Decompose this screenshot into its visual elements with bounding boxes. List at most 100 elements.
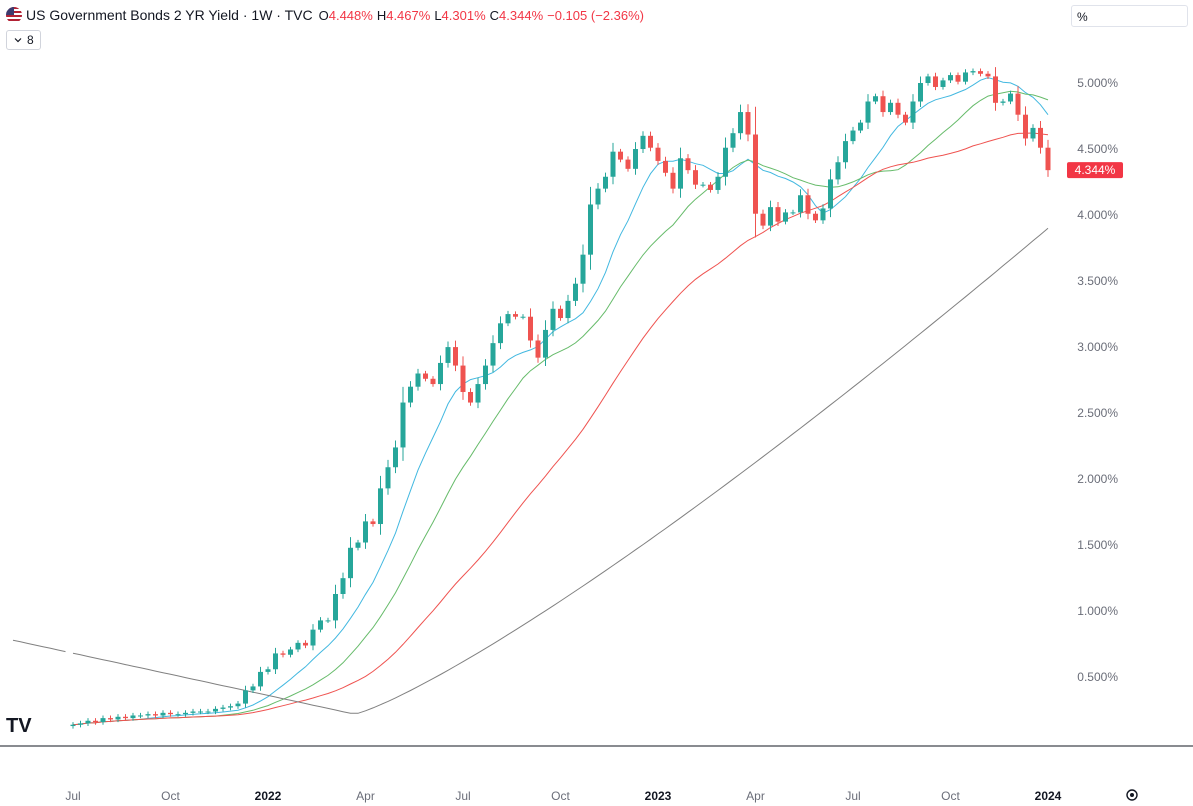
candle-body: [858, 122, 863, 131]
y-tick-label: 4.500%: [1077, 142, 1118, 156]
candle-body: [700, 184, 706, 186]
candle-body: [220, 707, 226, 709]
candle-body: [715, 176, 721, 190]
candle-body: [543, 329, 548, 358]
candle-body: [783, 212, 788, 222]
open-label: O: [318, 7, 329, 23]
last-price-tag: 4.344%: [1067, 162, 1123, 179]
candle-body: [670, 172, 676, 189]
x-axis: Jul Oct 2022 Apr Jul Oct 2023 Apr Jul Oct 2024: [65, 789, 1061, 803]
candle-body: [265, 669, 271, 672]
y-axis: 0.500% 1.000% 1.500% 2.000% 2.500% 3.000% 3.50…: [1077, 76, 1118, 684]
symbol-title[interactable]: US Government Bonds 2 YR Yield · 1W · TV…: [26, 7, 313, 23]
candle-body: [310, 629, 316, 646]
candle-body: [993, 76, 998, 103]
us-flag-icon: [6, 7, 22, 23]
candle-body: [573, 283, 578, 301]
open-number: 4.448%: [328, 7, 373, 23]
chart-legend: US Government Bonds 2 YR Yield · 1W · TV…: [6, 5, 644, 25]
candle-body: [813, 213, 818, 221]
candle-body: [288, 649, 293, 655]
candle-body: [738, 112, 743, 134]
candle-body: [610, 151, 616, 177]
tradingview-logo[interactable]: TV: [6, 715, 32, 737]
candle-body: [558, 308, 563, 319]
x-tick-label: Jul: [65, 789, 80, 803]
candle-body: [978, 71, 983, 74]
candle-body: [535, 340, 541, 358]
last-price-text: 4.344%: [1075, 163, 1116, 177]
candle-body: [438, 362, 443, 385]
candle-body: [775, 207, 781, 222]
low-value: L4.301%: [434, 8, 485, 23]
candle-body: [355, 542, 361, 548]
y-tick-label: 5.000%: [1077, 76, 1118, 90]
candle-body: [70, 724, 76, 727]
candle-body: [415, 373, 421, 387]
settings-gear-icon[interactable]: [1126, 789, 1138, 801]
candle-body: [505, 314, 511, 324]
candle-body: [198, 711, 203, 713]
candle-body: [640, 135, 646, 150]
candle-body: [93, 720, 98, 723]
ma-50-line: [72, 132, 1049, 726]
candle-body: [940, 80, 946, 87]
candle-body: [850, 130, 856, 142]
x-tick-label: Jul: [455, 789, 470, 803]
close-value: C4.344%: [490, 8, 543, 23]
x-tick-label: Oct: [941, 789, 960, 803]
candle-body: [708, 184, 713, 190]
scale-mode-field[interactable]: %: [1071, 5, 1188, 27]
high-value: H4.467%: [377, 8, 430, 23]
candle-body: [468, 391, 473, 403]
candle-body: [85, 720, 91, 724]
candle-body: [123, 716, 128, 719]
candle-body: [798, 195, 803, 213]
low-label: L: [434, 7, 442, 23]
candle-body: [903, 114, 908, 123]
x-tick-label: Apr: [356, 789, 375, 803]
indicators-count: 8: [27, 33, 34, 47]
candle-body: [190, 711, 196, 713]
x-tick-label: Apr: [746, 789, 765, 803]
candle-body: [78, 723, 83, 725]
candle-body: [768, 207, 773, 226]
candle-body: [933, 76, 938, 87]
candle-body: [633, 149, 638, 169]
ma-10-line: [72, 77, 1049, 726]
candle-body: [393, 447, 398, 468]
y-tick-label: 3.500%: [1077, 274, 1118, 288]
candle-body: [370, 521, 376, 525]
candle-body: [625, 159, 631, 169]
candle-body: [580, 254, 586, 284]
candle-body: [295, 642, 301, 650]
indicators-toggle-button[interactable]: 8: [6, 30, 41, 50]
candle-body: [760, 213, 766, 226]
candle-body: [730, 133, 736, 148]
y-tick-label: 2.000%: [1077, 472, 1118, 486]
candle-body: [130, 715, 136, 719]
candle-body: [970, 71, 976, 73]
candle-body: [475, 384, 481, 403]
candle-body: [588, 204, 593, 255]
candle-body: [918, 83, 923, 102]
candle-body: [618, 151, 623, 160]
candle-body: [663, 160, 668, 173]
high-number: 4.467%: [386, 7, 431, 23]
chevron-down-icon: [14, 38, 22, 43]
candle-body: [828, 179, 833, 209]
y-tick-label: 1.500%: [1077, 538, 1118, 552]
candle-body: [385, 467, 391, 489]
candle-body: [1030, 127, 1036, 139]
candle-body: [160, 712, 166, 716]
candle-body: [603, 176, 608, 189]
candle-body: [205, 711, 211, 713]
candle-body: [835, 162, 841, 180]
candle-body: [790, 212, 796, 214]
candle-body: [145, 714, 151, 716]
change-value: −0.105 (−2.36%): [547, 7, 644, 23]
svg-text:TV: TV: [6, 715, 32, 737]
candle-body: [963, 72, 968, 82]
candle-body: [408, 386, 413, 403]
